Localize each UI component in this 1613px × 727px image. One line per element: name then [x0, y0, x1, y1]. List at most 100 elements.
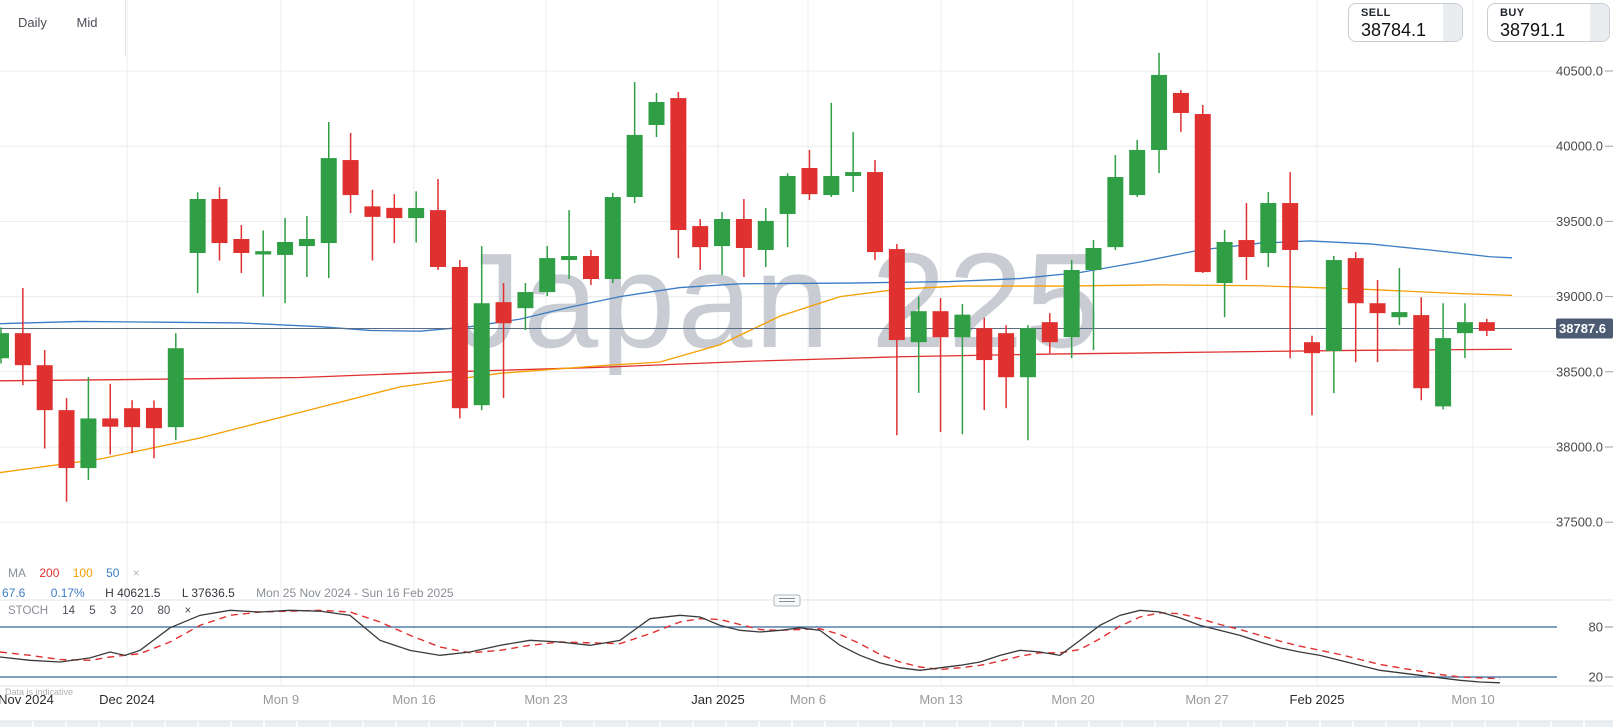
stoch-param-upper: 80 — [157, 605, 171, 617]
candle-down — [145, 407, 162, 429]
price-tick-label: 40000.0 — [1556, 139, 1603, 154]
drag-handle-icon[interactable] — [773, 594, 801, 607]
ma-legend-title: MA — [8, 566, 26, 580]
candle-down — [1413, 315, 1430, 389]
candle-down — [495, 302, 512, 324]
current-price-badge: 38787.6 — [1556, 318, 1613, 339]
candle-down — [888, 249, 905, 341]
price-type-selector[interactable]: Mid — [76, 15, 98, 30]
time-scrollbar[interactable] — [0, 720, 1613, 727]
candle-up — [561, 255, 578, 261]
candle-up — [167, 348, 184, 428]
candle-down — [14, 333, 31, 366]
current-price-badge-bg — [1556, 318, 1613, 339]
candle-down — [342, 160, 359, 196]
candle-down — [1347, 258, 1364, 304]
candle-up — [1456, 322, 1473, 334]
candle-down — [582, 255, 599, 280]
candle-up — [779, 175, 796, 215]
candle-down — [976, 328, 993, 361]
candle-down — [430, 210, 446, 267]
candle-down — [1282, 203, 1299, 250]
date-tick-label: Mon 9 — [263, 692, 299, 707]
date-tick-label: Nov 2024 — [0, 692, 54, 707]
candle-up — [845, 172, 862, 176]
stoch-param-slow: 5 — [89, 605, 96, 617]
stoch-d-line — [0, 609, 1501, 680]
sell-stripe — [1443, 4, 1462, 41]
pane-drag-handle[interactable] — [773, 594, 801, 607]
candle-up — [255, 251, 272, 255]
time-scrollbar-track[interactable] — [0, 721, 1613, 727]
ma-200-label[interactable]: 200 — [39, 566, 60, 580]
price-tick-label: 38500.0 — [1556, 364, 1603, 379]
price-tick-label: 39000.0 — [1556, 289, 1603, 304]
candle-down — [998, 333, 1015, 378]
candle-up — [80, 418, 97, 469]
candle-up — [517, 292, 534, 309]
candle-up — [539, 258, 556, 293]
info-high: H 40621.5 — [105, 586, 161, 600]
date-tick-label: Feb 2025 — [1290, 692, 1345, 707]
date-tick-label: Mon 10 — [1451, 692, 1494, 707]
candle-down — [1369, 303, 1386, 314]
buy-label: BUY — [1500, 7, 1525, 19]
buy-price: 38791.1 — [1500, 20, 1566, 40]
ma-50-label[interactable]: 50 — [106, 566, 120, 580]
horizontal-gridlines — [0, 70, 1613, 523]
candle-down — [932, 311, 949, 338]
stoch-remove-icon[interactable]: × — [184, 605, 192, 617]
ma-remove-icon[interactable]: × — [132, 566, 140, 580]
candle-up — [1325, 260, 1342, 352]
candle-up — [1063, 269, 1080, 338]
price-tick-label: 39500.0 — [1556, 214, 1603, 229]
stoch-param-d: 3 — [109, 605, 117, 617]
candle-up — [910, 311, 927, 343]
candle-down — [692, 226, 709, 248]
candle-up — [1107, 177, 1124, 248]
stoch-param-lower: 20 — [130, 605, 144, 617]
ma-100-line — [0, 284, 1513, 474]
candlestick-series — [0, 52, 1495, 502]
date-tick-label: Mon 6 — [790, 692, 826, 707]
date-tick-label: Mon 20 — [1051, 692, 1094, 707]
candle-up — [408, 208, 425, 219]
candle-up — [1019, 328, 1036, 378]
candle-down — [211, 198, 228, 244]
price-tick-label: 38000.0 — [1556, 440, 1603, 455]
candle-down — [451, 266, 468, 409]
candle-up — [1151, 74, 1168, 150]
ma-indicator-legend: MA 200 100 50 × — [8, 566, 150, 580]
candle-up — [1435, 338, 1452, 407]
candle-up — [823, 175, 840, 196]
candle-up — [1391, 312, 1408, 318]
candle-up — [604, 197, 621, 280]
stoch-legend-title: STOCH — [8, 605, 49, 617]
candle-down — [867, 172, 883, 253]
candle-up — [277, 242, 294, 255]
info-low: L 37636.5 — [181, 586, 235, 600]
date-tick-label: Mon 27 — [1185, 692, 1228, 707]
candle-down — [1041, 322, 1058, 343]
time-axis-labels: Nov 2024 Dec 2024 Mon 9 Mon 16 Mon 23 Jan 202… — [0, 692, 1495, 707]
candle-down — [36, 365, 53, 411]
ma-100-label[interactable]: 100 — [72, 566, 93, 580]
date-tick-label: Jan 2025 — [691, 692, 745, 707]
candle-up — [1260, 203, 1277, 253]
price-tick-label: 40500.0 — [1556, 64, 1603, 79]
candle-up — [626, 134, 643, 198]
chart-info-row: 67.6 0.17% H 40621.5 L 37636.5 Mon 25 No… — [2, 586, 472, 600]
date-tick-label: Mon 23 — [524, 692, 567, 707]
candle-up — [0, 333, 9, 359]
sell-button[interactable]: SELL 38784.1 — [1348, 3, 1463, 42]
candle-up — [320, 158, 337, 244]
candle-up — [189, 198, 206, 253]
stoch-indicator-legend: STOCH 14 5 3 20 80 × — [8, 605, 202, 617]
date-tick-label: Mon 16 — [392, 692, 435, 707]
stoch-param-k: 14 — [62, 605, 76, 617]
buy-button[interactable]: BUY 38791.1 — [1487, 3, 1610, 42]
stoch-lower-band-label: 20 — [1589, 669, 1603, 684]
timeframe-selector[interactable]: Daily — [18, 15, 47, 30]
